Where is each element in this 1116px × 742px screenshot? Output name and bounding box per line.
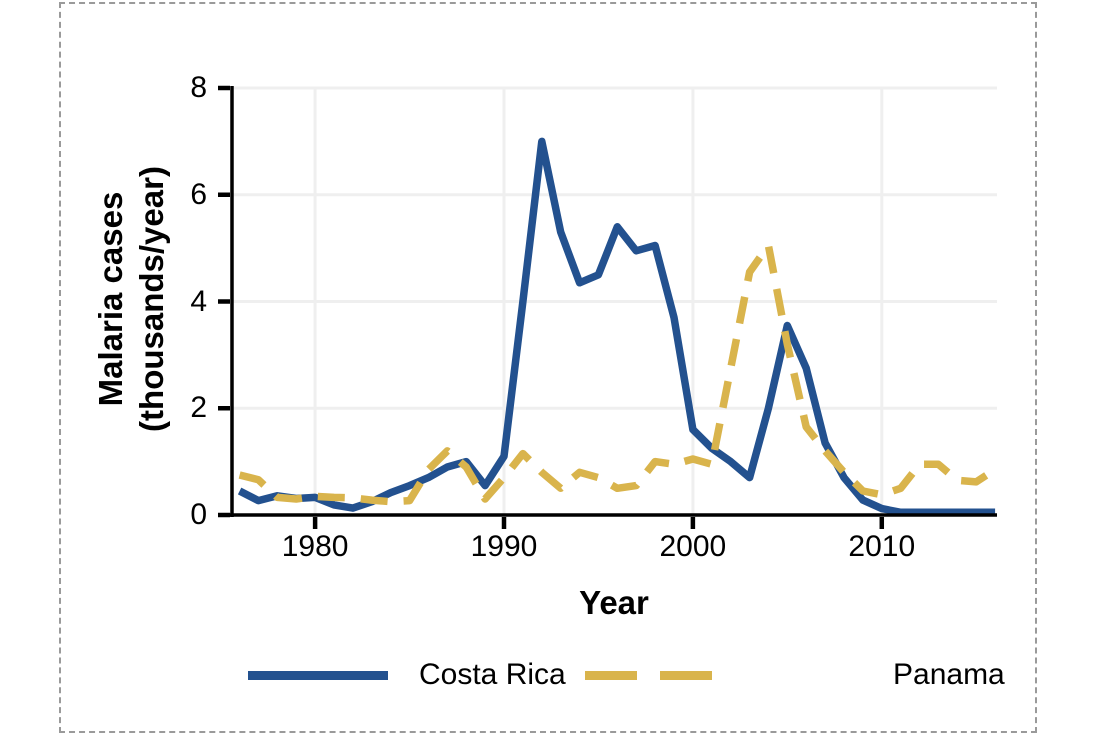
y-tick-label: 8 bbox=[190, 71, 207, 104]
x-tick-label: 1980 bbox=[281, 530, 349, 563]
x-tick-label: 1990 bbox=[470, 530, 538, 563]
legend-swatch-costa-rica bbox=[248, 671, 388, 680]
y-tick-label: 4 bbox=[190, 284, 207, 318]
x-tick-label: 2010 bbox=[848, 530, 916, 563]
y-axis-title-line1: Malaria cases bbox=[92, 191, 129, 407]
y-tick-label: 0 bbox=[190, 498, 207, 531]
legend-label-panama: Panama bbox=[893, 658, 1005, 691]
legend-label-costa-rica: Costa Rica bbox=[419, 658, 566, 691]
series-line-panama bbox=[238, 241, 998, 506]
y-tick-label: 2 bbox=[190, 391, 207, 425]
x-tick-label: 2000 bbox=[659, 530, 727, 563]
series-line-costa-rica bbox=[237, 137, 996, 517]
x-axis-title: Year bbox=[579, 584, 649, 621]
y-tick-label: 6 bbox=[190, 177, 207, 211]
legend-swatch-panama bbox=[585, 671, 725, 680]
